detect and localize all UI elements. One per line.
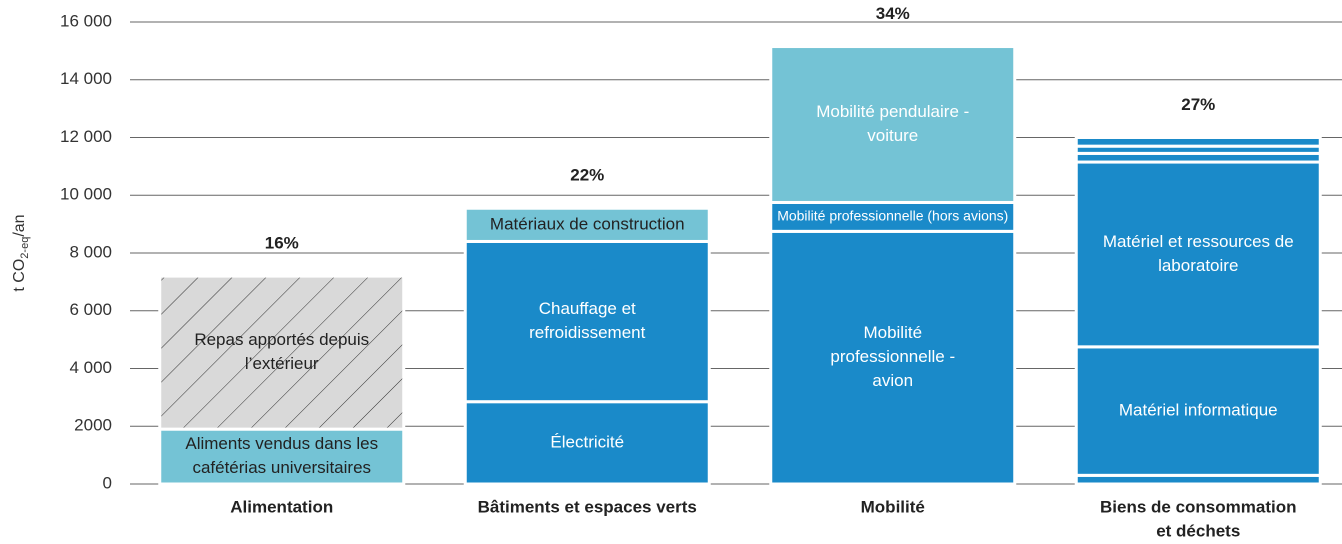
share-label: 16% xyxy=(265,234,299,253)
bar-segment xyxy=(463,239,711,404)
y-tick-label: 8 000 xyxy=(69,242,112,261)
segment-label: Aliments vendus dans les xyxy=(185,434,378,453)
bar-segment xyxy=(463,400,711,486)
x-tick-label: Bâtiments et espaces verts xyxy=(478,497,697,516)
bar-segment xyxy=(463,206,711,243)
bar-segment xyxy=(1074,160,1322,349)
y-tick-label: 2000 xyxy=(74,416,112,435)
bar-segment xyxy=(769,229,1017,486)
bar-segment xyxy=(769,45,1017,204)
segment-label: professionnelle - xyxy=(830,347,955,366)
segment-label: Repas apportés depuis xyxy=(194,330,369,349)
share-label: 22% xyxy=(570,166,604,185)
y-tick-label: 16 000 xyxy=(60,11,112,30)
share-label: 27% xyxy=(1181,95,1215,114)
share-label: 34% xyxy=(876,4,910,23)
bar-segment xyxy=(158,274,406,431)
segment-label: Mobilité pendulaire - xyxy=(816,102,969,121)
y-tick-label: 14 000 xyxy=(60,69,112,88)
y-axis-label: t CO2-eq/an xyxy=(11,214,31,291)
bar-segment xyxy=(1074,345,1322,477)
y-tick-label: 0 xyxy=(103,473,112,492)
segment-label: refroidissement xyxy=(529,323,645,342)
segment-label: Matériel et ressources de xyxy=(1103,232,1294,251)
segment-label: Mobilité professionnelle (hors avions) xyxy=(777,208,1008,224)
x-tick-label: Biens de consommation xyxy=(1100,497,1296,516)
x-tick-label: Mobilité xyxy=(861,497,925,516)
y-tick-label: 6 000 xyxy=(69,300,112,319)
segment-label: l’extérieur xyxy=(245,354,319,373)
x-tick-label: et déchets xyxy=(1156,521,1240,540)
y-tick-label: 12 000 xyxy=(60,127,112,146)
segment-label: Mobilité xyxy=(863,323,922,342)
segment-label: laboratoire xyxy=(1158,256,1238,275)
y-tick-label: 10 000 xyxy=(60,185,112,204)
y-tick-label: 4 000 xyxy=(69,358,112,377)
segment-label: Chauffage et xyxy=(539,299,636,318)
segment-label: cafétérias universitaires xyxy=(192,458,371,477)
bar-segment xyxy=(1074,136,1322,148)
segment-label: Électricité xyxy=(550,432,624,451)
segment-label: voiture xyxy=(867,126,918,145)
segment-label: avion xyxy=(872,371,913,390)
segment-label: Matériel informatique xyxy=(1119,401,1278,420)
x-tick-label: Alimentation xyxy=(230,497,333,516)
segment-label: Matériaux de construction xyxy=(490,214,685,233)
